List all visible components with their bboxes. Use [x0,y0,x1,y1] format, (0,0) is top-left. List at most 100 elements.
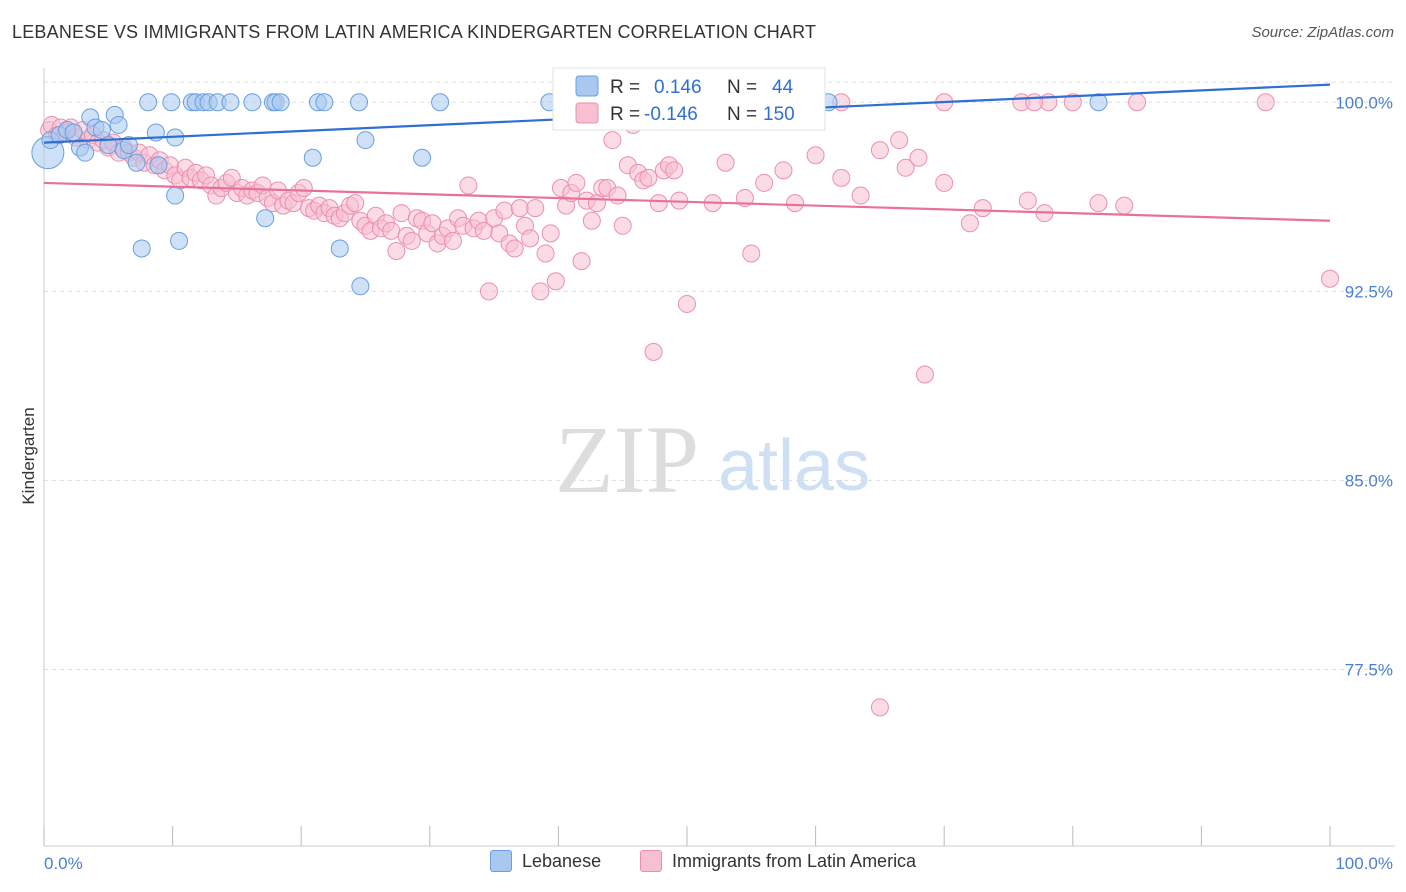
latin-america-trend-line [43,181,1331,222]
legend-n-label-1: N = [727,77,757,98]
lebanese-point [170,231,189,250]
tick-labels: 100.0% 92.5% 85.0% 77.5% 0.0% 100.0% [44,93,1393,873]
bottom-legend-latin: Immigrants from Latin America [640,850,916,872]
legend-r-label-1: R = [610,77,640,98]
lebanese-point [315,93,334,112]
lebanese-point [303,148,322,167]
latin-america-point [587,194,606,213]
latin-america-point [870,141,889,160]
lebanese-point [166,186,185,205]
source-label: Source: ZipAtlas.com [1251,24,1394,41]
lebanese-point [221,93,240,112]
latin-america-point [1089,194,1108,213]
latin-america-point [443,231,462,250]
lebanese-point [350,93,369,112]
latin-america-point [459,176,478,195]
lebanese-point [149,156,168,175]
latin-america-point [716,153,735,172]
latin-america-point [665,161,684,180]
lebanese-label: Lebanese [522,850,602,871]
y-tick-label: 100.0% [1335,93,1393,112]
legend-n-value-2: 150 [763,104,795,125]
latin-america-point [546,272,565,291]
lebanese-point [127,153,146,172]
lebanese-point [92,120,111,139]
latin-america-point [735,189,754,208]
latin-america-point [613,216,632,235]
latin-america-point [572,252,591,271]
latin-label: Immigrants from Latin America [672,850,917,871]
lebanese-point [1089,93,1108,112]
lebanese-point [271,93,290,112]
latin-america-point [960,214,979,233]
lebanese-point [162,93,181,112]
latin-america-point [536,244,555,263]
latin-america-point [1018,191,1037,210]
latin-america-point [742,244,761,263]
x-tick-label: 0.0% [44,854,83,873]
latin-america-point [806,146,825,165]
y-axis-title: Kindergarten [19,407,38,504]
latin-america-point [382,221,401,240]
latin-america-point [649,194,668,213]
latin-america-point [851,186,870,205]
latin-america-point [1025,93,1044,112]
latin-america-point [935,173,954,192]
latin-america-point [896,158,915,177]
axes [43,68,1395,847]
latin-america-point [541,224,560,243]
y-tick-label: 85.0% [1345,471,1393,490]
lebanese-point [119,136,138,155]
latin-america-point [510,199,529,218]
latin-america-point [346,194,365,213]
lebanese-point [64,123,83,142]
chart-title: LEBANESE VS IMMIGRANTS FROM LATIN AMERIC… [12,22,817,42]
latin-america-point [909,148,928,167]
lebanese-point [139,93,158,112]
latin-america-point [1063,93,1082,112]
lebanese-point [413,148,432,167]
lebanese-point [356,131,375,150]
x-tick-label: 100.0% [1335,854,1393,873]
latin-america-points [40,93,1339,717]
latin-america-point [567,173,586,192]
latin-america-point [890,131,909,150]
latin-america-point [973,199,992,218]
latin-america-point [387,242,406,261]
legend-r-value-2: -0.146 [644,104,698,125]
gridlines [44,81,1395,671]
latin-america-point [832,168,851,187]
latin-america-point [526,199,545,218]
watermark: ZIP atlas [555,406,870,513]
latin-america-point [521,229,540,248]
latin-america-point [678,294,696,313]
latin-america-point [603,131,622,150]
latin-america-point [402,231,421,250]
latin-america-point [639,168,658,187]
latin-america-point [870,698,889,717]
legend-swatch-latin [575,102,599,124]
lebanese-point [256,209,275,228]
lebanese-point [330,239,349,258]
latin-america-point [294,178,313,197]
y-tick-label: 92.5% [1345,282,1393,301]
latin-swatch [640,850,662,872]
latin-america-point [755,173,774,192]
legend: R = 0.146 N = 44 R = -0.146 N = 150 [552,67,826,131]
legend-r-value-1: 0.146 [654,77,702,98]
lebanese-point [243,93,262,112]
latin-america-point [644,342,663,361]
latin-america-point [1256,93,1275,112]
latin-america-point [608,186,627,205]
latin-america-point [582,211,601,230]
lebanese-points [31,93,1108,296]
latin-america-point [1128,93,1147,112]
latin-america-point [505,239,524,258]
latin-america-point [1321,269,1339,288]
legend-r-label-2: R = [610,104,640,125]
latin-america-point [531,282,550,301]
lebanese-point [431,93,450,112]
bottom-legend-lebanese: Lebanese [490,850,601,872]
watermark-atlas: atlas [718,426,870,506]
